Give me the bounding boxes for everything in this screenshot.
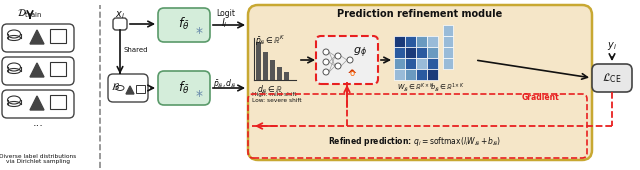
Text: Refined prediction: $q_i = \mathrm{softmax}(l_i W_{\mathcal{B}} + b_{\mathcal{B}: Refined prediction: $q_i = \mathrm{softm… [328, 135, 502, 148]
Bar [394, 47, 405, 58]
Text: $g_\phi$: $g_\phi$ [353, 46, 367, 60]
Bar [394, 36, 405, 47]
Bar [394, 58, 405, 69]
FancyBboxPatch shape [108, 74, 148, 102]
Polygon shape [126, 86, 134, 94]
Text: $l_i$: $l_i$ [221, 16, 228, 30]
Circle shape [323, 49, 329, 55]
FancyBboxPatch shape [158, 71, 210, 105]
Text: ...: ... [33, 118, 44, 128]
Circle shape [335, 53, 341, 59]
FancyBboxPatch shape [158, 8, 210, 42]
Bar [284, 72, 289, 80]
Circle shape [323, 59, 329, 65]
Bar [405, 36, 416, 47]
Bar [270, 60, 275, 80]
Text: Low: severe shift: Low: severe shift [252, 98, 301, 103]
Circle shape [347, 57, 353, 63]
Bar [50, 62, 66, 76]
Text: $\mathcal{B}$: $\mathcal{B}$ [111, 81, 120, 91]
Text: $d_{\mathcal{B}} \in \mathbb{R}$: $d_{\mathcal{B}} \in \mathbb{R}$ [257, 83, 283, 96]
Text: *: * [195, 89, 202, 103]
Bar [427, 58, 438, 69]
Bar [50, 95, 66, 109]
Bar [416, 36, 427, 47]
Bar [416, 47, 427, 58]
FancyBboxPatch shape [592, 64, 632, 92]
Text: o: o [349, 69, 355, 78]
Text: *: * [195, 26, 202, 40]
Text: $\bar{p}_{\mathcal{B}}, d_{\mathcal{B}}$: $\bar{p}_{\mathcal{B}}, d_{\mathcal{B}}$ [213, 76, 237, 89]
Text: $\mathcal{D}_{\mathrm{train}}$: $\mathcal{D}_{\mathrm{train}}$ [17, 7, 43, 20]
Text: Prediction refinement module: Prediction refinement module [337, 9, 502, 19]
Text: $\mathcal{L}_{\mathrm{CE}}$: $\mathcal{L}_{\mathrm{CE}}$ [602, 71, 622, 85]
Text: $\bar{p}_{\mathcal{B}} \in \mathbb{R}^K$: $\bar{p}_{\mathcal{B}} \in \mathbb{R}^K$ [255, 34, 285, 48]
Bar [416, 69, 427, 80]
Text: $b_{\mathcal{B}} \in \mathbb{R}^{1\times K}$: $b_{\mathcal{B}} \in \mathbb{R}^{1\times… [431, 82, 465, 95]
Bar [405, 47, 416, 58]
Bar [427, 36, 438, 47]
FancyBboxPatch shape [2, 57, 74, 85]
Polygon shape [30, 96, 44, 110]
Polygon shape [30, 30, 44, 44]
Bar [394, 69, 405, 80]
Text: Diverse label distributions: Diverse label distributions [0, 154, 77, 158]
Text: $f_{\bar{\theta}}$: $f_{\bar{\theta}}$ [178, 80, 190, 96]
Circle shape [335, 63, 341, 69]
Text: $f_{\bar{\theta}}$: $f_{\bar{\theta}}$ [178, 16, 190, 32]
Text: via Dirichlet sampling: via Dirichlet sampling [6, 159, 70, 165]
Bar [427, 69, 438, 80]
Bar [443, 25, 453, 36]
FancyBboxPatch shape [113, 18, 127, 30]
Text: Shared: Shared [124, 47, 148, 53]
Text: ^: ^ [347, 69, 357, 82]
Bar [416, 58, 427, 69]
Text: Logit: Logit [216, 9, 235, 18]
Bar [443, 58, 453, 69]
Bar [50, 29, 66, 43]
Bar [443, 36, 453, 47]
FancyBboxPatch shape [316, 36, 378, 84]
Text: High: mild shift: High: mild shift [252, 92, 296, 97]
Text: Gradient: Gradient [521, 93, 559, 102]
Bar [405, 58, 416, 69]
Bar [277, 67, 282, 80]
FancyBboxPatch shape [2, 24, 74, 52]
Bar [405, 69, 416, 80]
Text: $y_i$: $y_i$ [607, 40, 617, 52]
Bar [443, 47, 453, 58]
Text: $x_i$: $x_i$ [115, 9, 125, 21]
Text: $W_{\mathcal{B}} \in \mathbb{R}^{K\times K}$: $W_{\mathcal{B}} \in \mathbb{R}^{K\times… [397, 82, 435, 95]
Bar [427, 47, 438, 58]
Bar [263, 52, 268, 80]
Bar [136, 85, 145, 93]
FancyBboxPatch shape [248, 5, 592, 160]
Circle shape [323, 69, 329, 75]
Bar [256, 42, 261, 80]
FancyBboxPatch shape [2, 90, 74, 118]
Polygon shape [30, 63, 44, 77]
